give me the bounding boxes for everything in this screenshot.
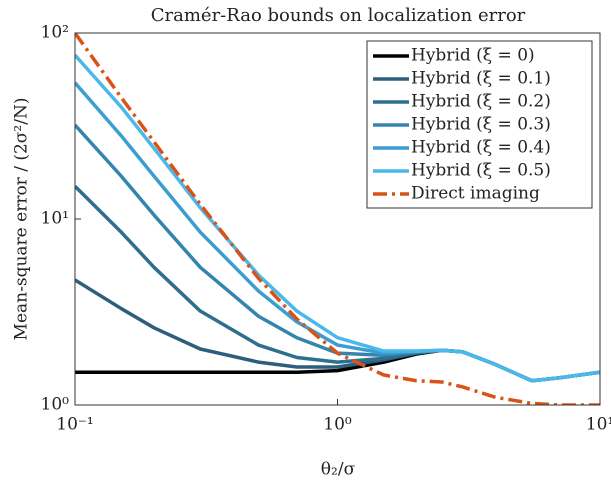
series-line — [75, 278, 600, 383]
chart-title: Cramér-Rao bounds on localization error — [151, 5, 526, 26]
y-tick-label: 10¹ — [41, 209, 69, 229]
legend-label: Hybrid (ξ = 0.4) — [411, 138, 551, 158]
x-axis-label: θ₂/σ — [321, 460, 356, 480]
legend-label: Direct imaging — [411, 184, 540, 204]
plot-frame — [74, 32, 601, 406]
legend-label: Hybrid (ξ = 0.5) — [411, 161, 551, 181]
series-line — [75, 54, 600, 383]
legend-label: Hybrid (ξ = 0) — [411, 46, 535, 66]
x-tick-label: 10¹ — [586, 415, 611, 435]
y-axis-label: Mean-square error / (2σ²/N) — [12, 98, 32, 341]
legend-label: Hybrid (ξ = 0.1) — [411, 69, 551, 89]
y-tick-label: 10⁰ — [41, 395, 70, 415]
series-line — [75, 33, 600, 405]
y-tick-label: 10² — [41, 23, 69, 43]
x-tick-label: 10⁻¹ — [56, 415, 93, 435]
x-tick-label: 10⁰ — [323, 415, 352, 435]
legend-label: Hybrid (ξ = 0.3) — [411, 115, 551, 135]
legend-label: Hybrid (ξ = 0.2) — [411, 92, 551, 112]
